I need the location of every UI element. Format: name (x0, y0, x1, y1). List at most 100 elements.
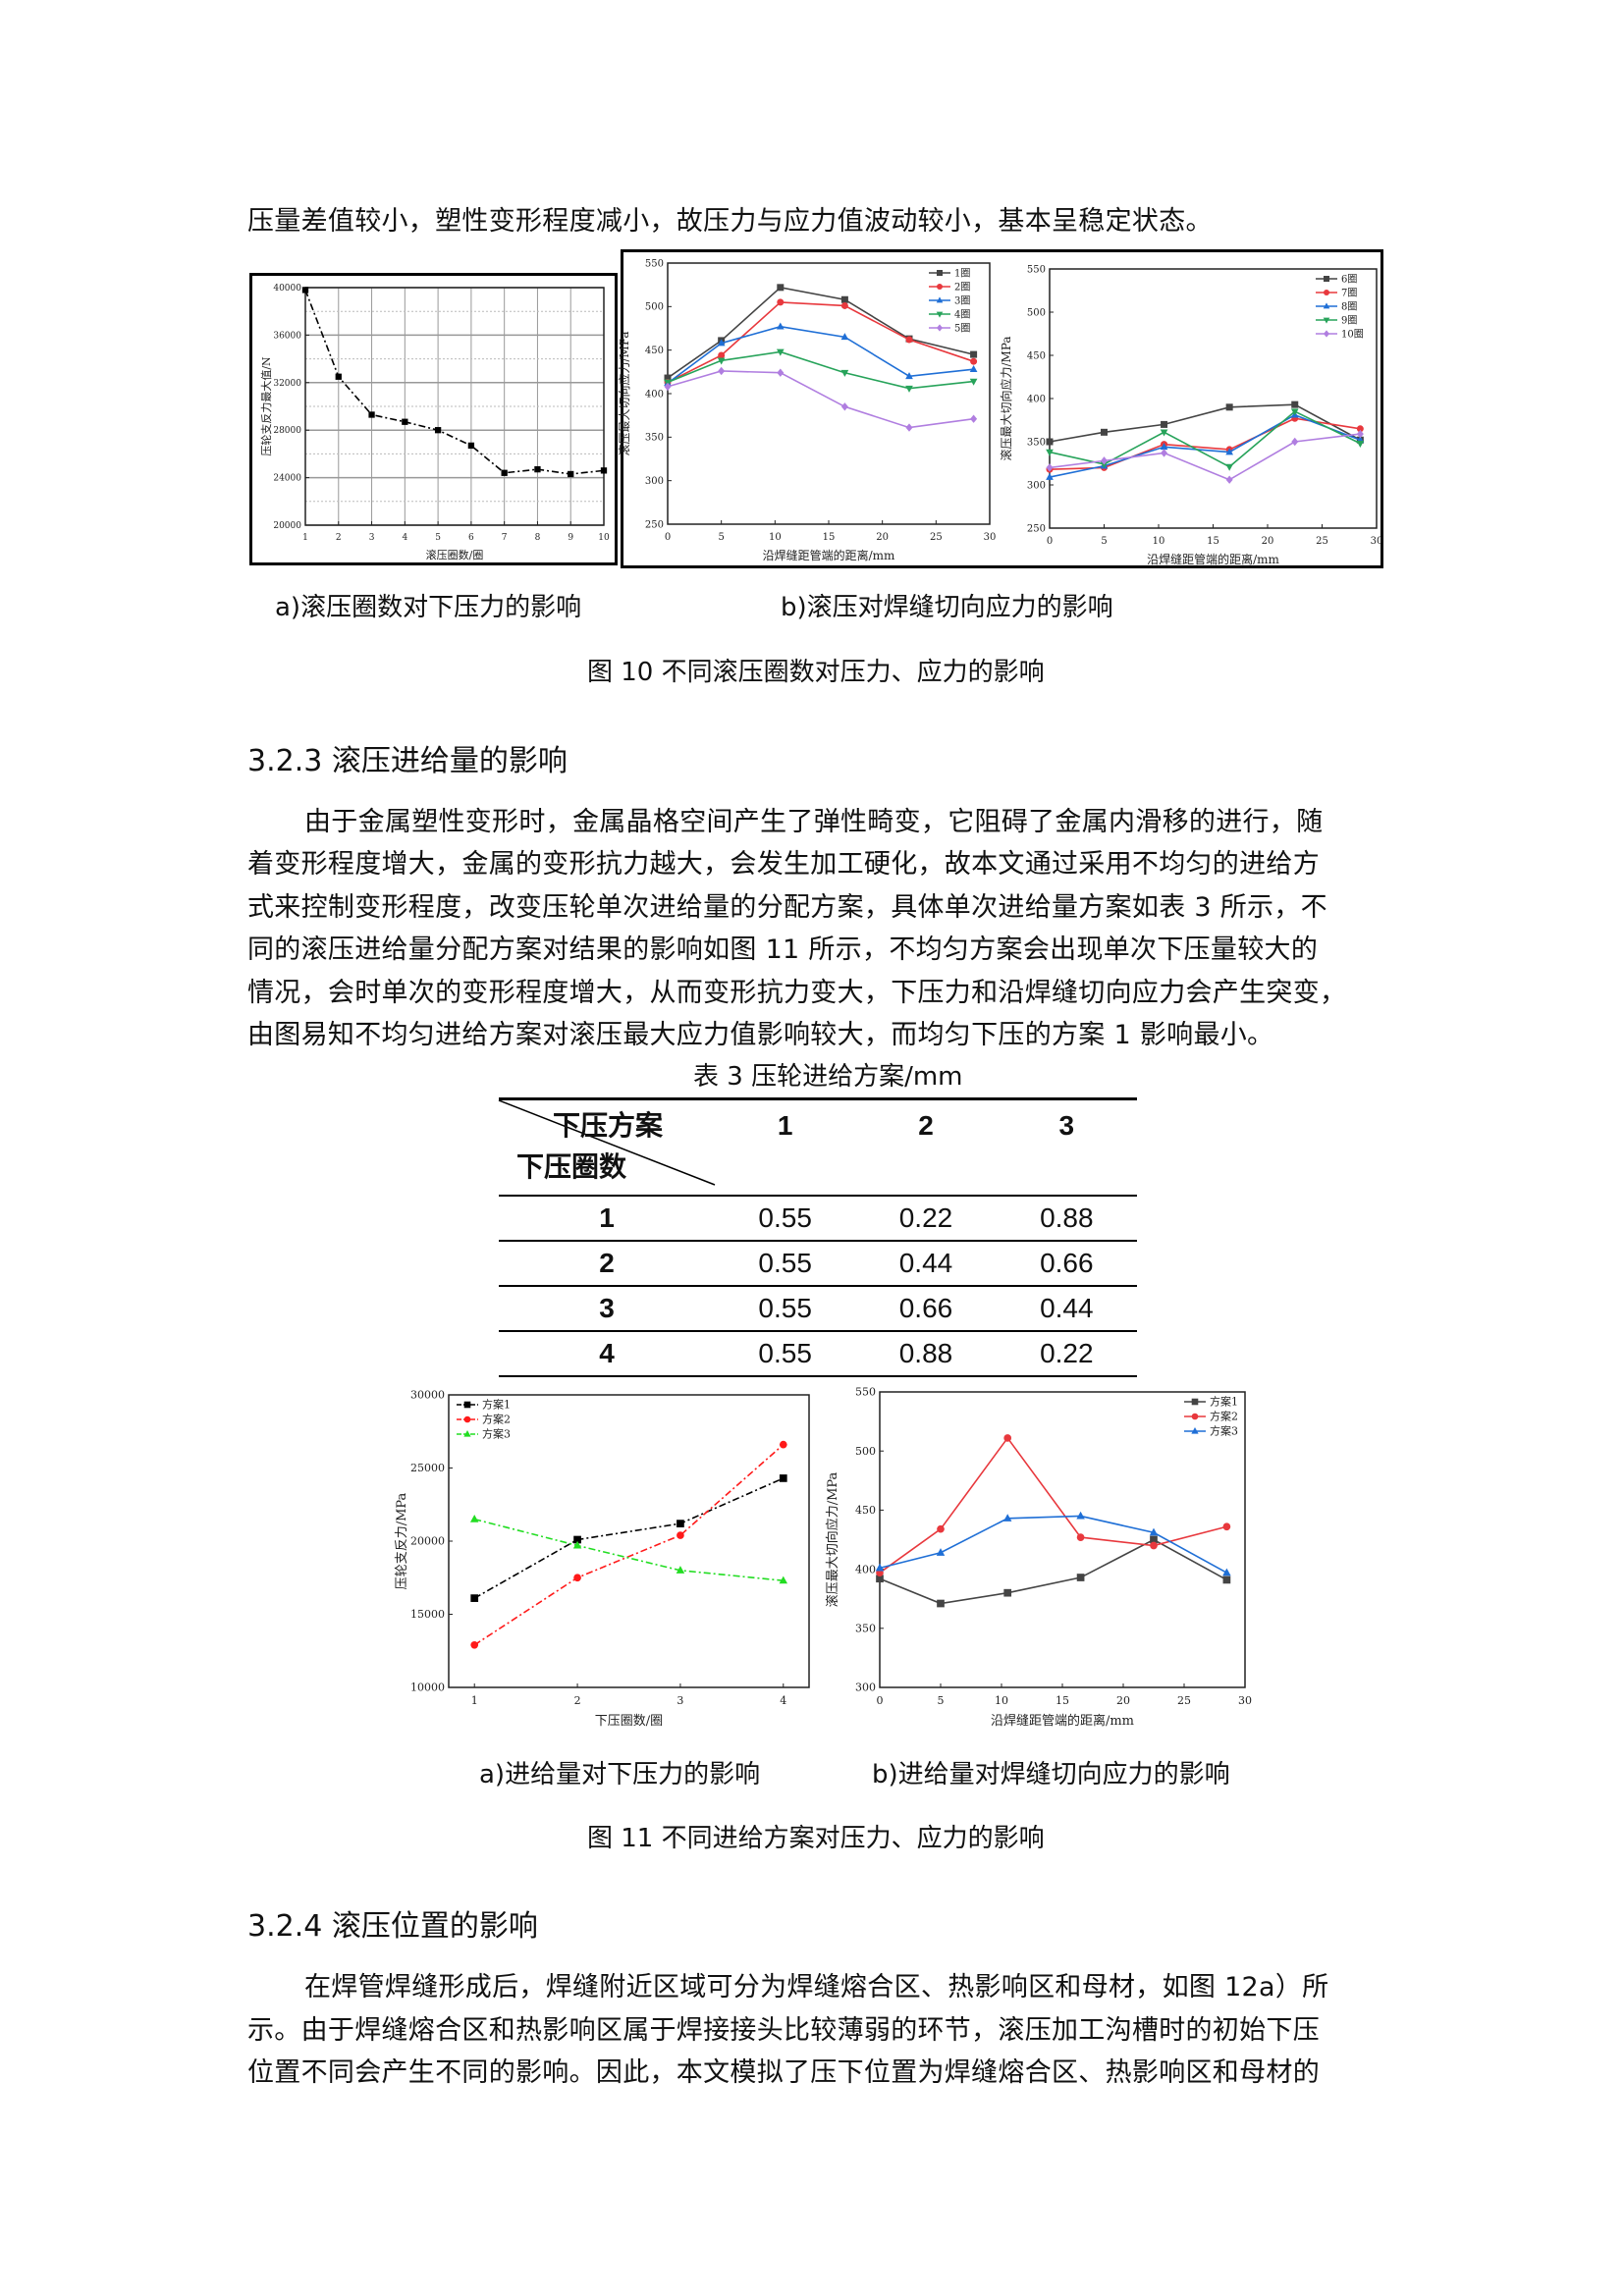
y-tick-label: 28000 (273, 426, 301, 436)
marker-square (434, 427, 442, 434)
marker-diamond (1161, 449, 1168, 457)
table-cell: 0.88 (996, 1196, 1137, 1242)
marker-triangle (463, 1430, 471, 1437)
marker-triangle-down (969, 378, 978, 386)
marker-square (470, 1594, 479, 1602)
marker-diamond (777, 368, 785, 377)
marker-diamond (970, 414, 978, 423)
marker-square (1076, 1574, 1085, 1581)
marker-triangle (1323, 302, 1330, 309)
marker-triangle-down (776, 348, 785, 356)
plot-frame (304, 287, 605, 526)
marker-triangle (1002, 1514, 1012, 1522)
marker-square (573, 1535, 581, 1544)
y-tick-label: 400 (855, 1563, 876, 1575)
y-tick-label: 450 (1027, 350, 1046, 361)
marker-square (463, 1401, 471, 1409)
x-axis-label: 沿焊缝距管端的距离/mm (763, 548, 895, 562)
x-tick-label: 10 (1153, 536, 1165, 547)
x-axis-label: 滚压圈数/圈 (426, 548, 484, 561)
marker-square (402, 418, 408, 425)
marker-triangle-down (840, 369, 849, 377)
legend-label: 5圈 (954, 322, 970, 334)
legend-label: 1圈 (954, 267, 970, 279)
y-axis-label: 压轮支反力/MPa (395, 1492, 409, 1589)
marker-circle (1003, 1434, 1012, 1442)
corner-diagonal (498, 1099, 716, 1186)
marker-square (779, 1474, 787, 1482)
marker-diamond (718, 366, 726, 376)
marker-triangle (1225, 448, 1233, 455)
paragraph-line: 在焊管焊缝形成后，焊缝附近区域可分为焊缝熔合区、热影响区和母材，如图 12a）所 (304, 1972, 1329, 2002)
x-tick-label: 4 (780, 1694, 786, 1707)
marker-triangle (572, 1540, 582, 1549)
y-tick-label: 450 (855, 1504, 876, 1517)
y-tick-label: 250 (645, 519, 664, 530)
paragraph-line: 位置不同会产生不同的影响。因此，本文模拟了压下位置为焊缝熔合区、热影响区和母材的 (247, 2057, 1320, 2088)
paragraph-line: 情况，会时单次的变形程度增大，从而变形抗力变大，下压力和沿焊缝切向应力会产生突变… (247, 978, 1347, 1008)
marker-triangle-down (717, 357, 726, 365)
marker-circle (1222, 1522, 1231, 1531)
y-tick-label: 30000 (410, 1389, 445, 1402)
chart-fig10b2: 0 5 10 15 20 25 30 250 300 350 400 450 500 550 沿焊缝距管端的… (999, 264, 1382, 566)
marker-triangle-down (936, 311, 944, 318)
marker-square (876, 1575, 884, 1583)
x-tick-label: 5 (938, 1694, 945, 1707)
section-heading-3-2-3: 3.2.3 滚压进给量的影响 (247, 744, 568, 778)
legend-label: 方案3 (1210, 1424, 1238, 1438)
x-tick-label: 10 (769, 532, 782, 543)
x-tick-label: 25 (1177, 1694, 1191, 1707)
y-tick-label: 450 (645, 346, 664, 356)
x-axis-label: 沿焊缝距管端的距离/mm (1147, 552, 1279, 566)
series-line (473, 1477, 785, 1599)
marker-triangle-down (1323, 317, 1330, 324)
y-axis-label: 滚压最大切向应力/MPa (617, 331, 631, 455)
legend-label: 8圈 (1341, 300, 1357, 312)
series-line (667, 370, 974, 429)
marker-square (1161, 420, 1168, 428)
table-row: 4 0.55 0.88 0.22 (499, 1331, 1137, 1377)
marker-triangle (936, 1548, 946, 1556)
y-axis-label: 压轮支反力最大值/N (259, 356, 273, 456)
marker-circle (970, 357, 978, 365)
paragraph-line: 式来控制变形程度，改变压轮单次进给量的分配方案，具体单次进给量方案如表 3 所示… (247, 892, 1327, 923)
table-cell: 0.44 (855, 1241, 997, 1287)
marker-circle (1076, 1533, 1085, 1541)
marker-circle (905, 336, 913, 344)
x-tick-label: 9 (568, 533, 573, 543)
legend-label: 7圈 (1341, 287, 1357, 298)
x-tick-label: 6 (468, 533, 474, 543)
x-axis-label: 下压圈数/圈 (595, 1714, 663, 1729)
y-tick-label: 550 (1027, 264, 1046, 275)
marker-square (368, 411, 375, 418)
marker-triangle (936, 296, 944, 303)
column-header: 3 (996, 1098, 1137, 1197)
x-tick-label: 30 (1238, 1694, 1252, 1707)
x-tick-label: 5 (718, 532, 724, 543)
x-tick-label: 25 (1316, 536, 1328, 547)
marker-circle (470, 1640, 479, 1649)
series-line (1049, 433, 1361, 481)
y-tick-label: 250 (1027, 523, 1046, 534)
figure-10b-caption: b)滚压对焊缝切向应力的影响 (781, 593, 1113, 622)
paragraph-line: 由于金属塑性变形时，金属晶格空间产生了弹性畸变，它阻碍了金属内滑移的进行，随 (304, 807, 1324, 837)
paragraph-line: 同的滚压进给量分配方案对结果的影响如图 11 所示，不均匀方案会出现单次下压量较… (247, 934, 1319, 965)
series-line (667, 301, 974, 384)
row-header: 1 (499, 1196, 715, 1242)
marker-circle (777, 298, 785, 306)
marker-square (970, 350, 978, 358)
marker-circle (1324, 290, 1329, 295)
marker-triangle (779, 1575, 788, 1584)
marker-triangle (840, 333, 849, 341)
series-line (1049, 413, 1361, 478)
series-line (304, 290, 605, 475)
marker-square (1150, 1535, 1158, 1544)
marker-triangle (1222, 1568, 1231, 1576)
x-axis-label: 沿焊缝距管端的距离/mm (991, 1713, 1134, 1729)
marker-triangle-down (1356, 440, 1365, 448)
marker-triangle (676, 1566, 685, 1574)
marker-diamond (1324, 330, 1329, 338)
series-line (473, 1444, 785, 1646)
marker-square (1046, 438, 1054, 446)
